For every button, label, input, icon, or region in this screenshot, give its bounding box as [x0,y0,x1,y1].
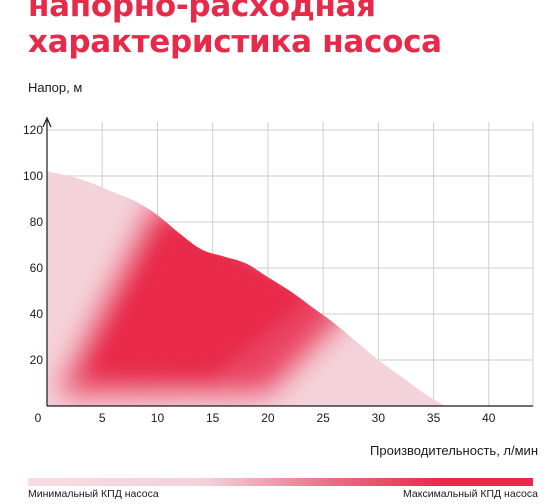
title-line-1: напорно-расходная [28,0,376,24]
max-efficiency-center [91,222,313,374]
x-tick-label: 0 [35,411,42,425]
legend-max-label: Максимальный КПД насоса [403,488,538,500]
x-tick-label: 40 [482,411,496,425]
x-tick-label: 35 [427,411,441,425]
x-tick-label: 25 [316,411,330,425]
y-tick-label: 60 [30,261,44,275]
y-tick-label: 40 [30,307,44,321]
legend-min-label: Минимальный КПД насоса [28,488,159,500]
y-tick-label: 120 [23,123,43,137]
y-tick-labels: 20 40 60 80 100 120 [23,123,43,367]
x-tick-label: 5 [99,411,106,425]
y-tick-label: 20 [30,353,44,367]
x-tick-label: 30 [372,411,386,425]
x-tick-label: 20 [261,411,275,425]
y-tick-label: 100 [23,169,43,183]
axes [42,116,533,407]
x-tick-labels: 0 5 10 15 20 25 30 35 40 [35,411,496,425]
y-tick-label: 80 [30,215,44,229]
x-axis-label: Производительность, л/мин [370,443,538,458]
x-tick-label: 10 [151,411,165,425]
y-axis-arrow [42,116,52,128]
x-tick-label: 15 [206,411,220,425]
efficiency-area [47,171,445,406]
efficiency-legend-bar [28,478,533,486]
y-axis-label: Напор, м [28,80,83,95]
title-line-2: характеристика насоса [28,24,442,60]
chart-title: напорно-расходная характеристика насоса [28,0,548,60]
max-efficiency-zone [58,199,357,395]
